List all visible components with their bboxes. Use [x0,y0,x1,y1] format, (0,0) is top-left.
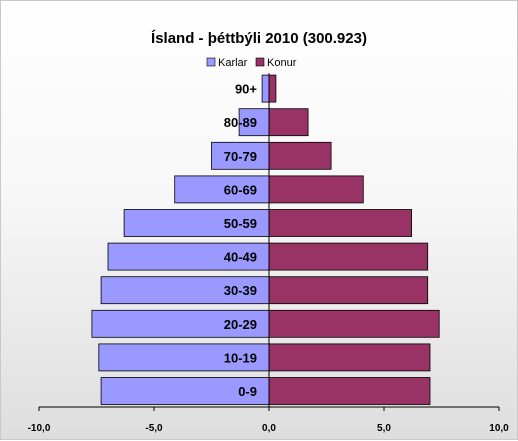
category-label: 30-39 [224,283,257,298]
x-tick-label: -10,0 [28,423,51,434]
category-label: 0-9 [238,384,257,399]
bar-konur-40-49 [268,242,429,271]
bar-konur-60-69 [268,175,364,204]
bar-karlar-90+ [261,74,270,103]
bar-konur-90+ [268,74,277,103]
category-label: 10-19 [224,350,257,365]
legend-swatch-konur [255,57,265,67]
category-label: 70-79 [224,149,257,164]
legend-label-konur: Konur [267,57,297,69]
bar-karlar-40-49 [107,242,270,271]
bar-konur-30-39 [268,276,429,305]
category-label: 60-69 [224,182,257,197]
bar-karlar-50-59 [123,209,270,237]
bar-karlar-10-19 [98,343,270,372]
legend-swatch-karlar [206,57,216,67]
chart-title: Ísland - þéttbýli 2010 (300.923) [151,30,367,47]
legend: Karlar Konur [206,57,297,69]
category-label: 90+ [235,82,257,97]
bar-karlar-0-9 [100,377,270,405]
bar-karlar-60-69 [174,175,270,204]
category-label: 40-49 [224,250,257,265]
category-label: 80-89 [224,115,257,130]
bar-karlar-70-79 [211,141,270,170]
bar-konur-10-19 [268,343,431,372]
legend-label-karlar: Karlar [218,57,248,69]
x-tick-label: 10,0 [489,423,509,434]
bar-konur-0-9 [268,377,431,405]
bar-konur-80-89 [268,108,309,137]
x-tick-label: 0,0 [262,423,276,434]
x-axis: -10,0 -5,0 0,0 5,0 10,0 [28,73,509,434]
bar-karlar-20-29 [91,309,270,338]
category-label: 50-59 [224,216,257,231]
bar-konur-70-79 [268,141,332,170]
x-tick-label: -5,0 [145,423,163,434]
bar-konur-50-59 [268,209,413,237]
bar-konur-20-29 [268,309,440,338]
bars-group [91,74,440,405]
bar-karlar-80-89 [238,108,270,137]
category-labels: 0-9 10-19 20-29 30-39 40-49 50-59 60-69 70-79 80… [224,82,258,399]
category-label: 20-29 [224,317,257,332]
x-tick-label: 5,0 [377,423,391,434]
